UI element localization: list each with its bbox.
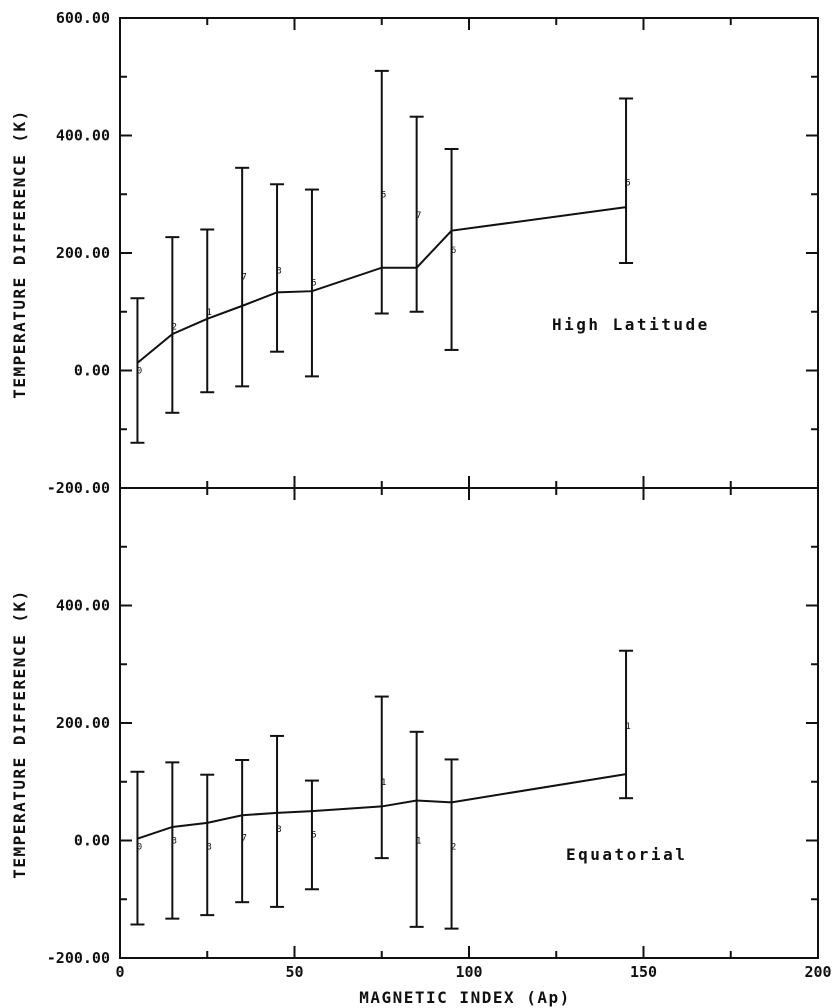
panel-top-frame (119, 17, 819, 489)
panel-top-series-line (136, 206, 627, 364)
x-axis-title: MAGNETIC INDEX (Ap) (359, 988, 571, 1007)
panel-bottom-point-label: 1 (625, 722, 630, 732)
panel-bottom-y-tick-label: 400.00 (56, 597, 110, 615)
panel-top-point-label: 5 (311, 278, 316, 288)
panel-bottom-point-label: 3 (172, 837, 177, 847)
panel-bottom-marks: -200.00 0.00 200.00 400.00 0 50 100 150 200 0 3 3 7 3… (47, 487, 832, 981)
panel-bottom-y-tick-label: 0.00 (74, 832, 110, 850)
panel-bottom-point-label: 7 (241, 834, 246, 844)
panel-bottom-point-label: 3 (276, 825, 281, 835)
panel-bottom-point-label: 5 (311, 831, 316, 841)
panel-top-point-label: 1 (207, 308, 212, 318)
panel-bottom-point-label: 0 (137, 842, 142, 852)
panel-bottom-x-tick-label: 100 (455, 963, 482, 981)
panel-top-y-tick-label: 0.00 (74, 362, 110, 380)
panel-bottom-frame (119, 487, 819, 959)
panel-bottom-series-line (137, 773, 627, 840)
panel-top-point-label: 7 (416, 211, 421, 221)
panel-top-y-tick-label: 200.00 (56, 244, 110, 262)
panel-bottom-y-tick-label: 200.00 (56, 714, 110, 732)
panel-top-point-label: 7 (241, 273, 246, 283)
panel-bottom-label: Equatorial (566, 845, 687, 864)
panel-bottom-x-tick-label: 200 (804, 963, 831, 981)
panel-bottom: -200.00 0.00 200.00 400.00 0 50 100 150 200 0 3 3 7 3… (10, 487, 832, 1007)
panel-bottom-point-label: 3 (207, 842, 212, 852)
panel-top-point-label: 6 (451, 246, 456, 256)
panel-top-point-label: 0 (137, 367, 142, 377)
panel-top-point-label: 3 (276, 267, 281, 277)
panel-bottom-y-axis-title: TEMPERATURE DIFFERENCE (K) (10, 589, 29, 878)
panel-bottom-y-tick-label: -200.00 (47, 949, 110, 967)
panel-bottom-x-tick-label: 50 (285, 963, 303, 981)
panel-top-y-tick-label: 400.00 (56, 127, 110, 145)
panel-top-y-tick-label: -200.00 (47, 479, 110, 497)
panel-bottom-point-label: 2 (451, 842, 456, 852)
panel-top-point-label: 5 (381, 190, 386, 200)
panel-top-label: High Latitude (552, 315, 710, 334)
panel-top-y-axis-title: TEMPERATURE DIFFERENCE (K) (10, 109, 29, 398)
panel-bottom-point-label: 1 (381, 778, 386, 788)
panel-top-point-label: 2 (172, 322, 177, 332)
panel-top-point-label: 5 (625, 179, 630, 189)
panel-top-marks: -200.00 0.00 200.00 400.00 600.00 0 2 1 7 3 5 5 7 6 5 (47, 9, 819, 497)
panel-top: -200.000.00200.00400.00600.000217355765 … (10, 9, 819, 497)
panel-bottom-x-tick-label: 150 (630, 963, 657, 981)
panel-bottom-x-tick-label: 0 (115, 963, 124, 981)
panel-bottom-point-label: 1 (416, 837, 421, 847)
panel-top-y-tick-label: 600.00 (56, 9, 110, 27)
